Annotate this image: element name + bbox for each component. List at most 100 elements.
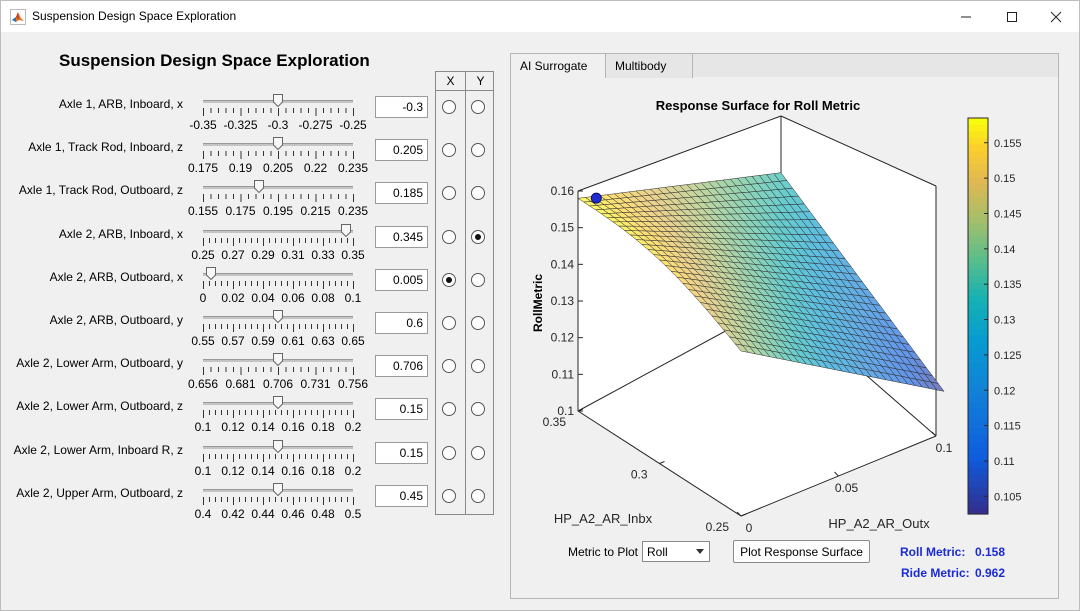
x-axis-radio[interactable]	[442, 272, 456, 287]
colorbar-segment	[968, 236, 988, 244]
parameter-value-field[interactable]: 0.005	[375, 268, 428, 291]
slider-tick-label: 0.175	[225, 204, 256, 219]
x-axis-radio[interactable]	[442, 186, 456, 201]
colorbar-tick-label: 0.145	[994, 208, 1022, 220]
colorbar-segment	[968, 408, 988, 416]
parameter-value-field[interactable]: 0.6	[375, 312, 428, 334]
plot-area: 0.1 0.11 0.12 0.13 0.14 0.15 0.16 RollMetric 0.2…	[511, 78, 1058, 598]
maximize-button[interactable]	[989, 1, 1035, 32]
slider-tick-labels: 0.25 0.27 0.29 0.31 0.33 0.35	[1, 248, 381, 262]
slider-track[interactable]	[203, 229, 353, 233]
y-axis-radio[interactable]	[471, 316, 485, 330]
tab-ai-surrogate[interactable]: AI Surrogate	[510, 53, 606, 78]
slider-track[interactable]	[203, 186, 353, 190]
slider-thumb[interactable]	[273, 137, 283, 151]
parameter-value-field[interactable]: 0.205	[375, 139, 428, 162]
slider-tick-labels: 0.175 0.19 0.205 0.22 0.235	[1, 161, 381, 175]
slider-thumb[interactable]	[340, 223, 351, 237]
colorbar-tick-label: 0.105	[994, 491, 1022, 503]
colorbar-segment	[968, 467, 988, 475]
x-axis-radio[interactable]	[442, 359, 456, 374]
plot-response-surface-button[interactable]: Plot Response Surface	[733, 540, 870, 563]
colorbar-segment	[968, 448, 988, 456]
parameter-label: Axle 1, Track Rod, Outboard, z	[18, 183, 183, 198]
x-axis-radio[interactable]	[442, 229, 456, 244]
parameter-value-field[interactable]: 0.15	[375, 398, 428, 421]
y-axis-radio[interactable]	[471, 229, 485, 244]
parameter-value-field[interactable]: 0.45	[375, 484, 428, 507]
y-axis-radio[interactable]	[471, 445, 485, 460]
x-axis-radio[interactable]	[442, 488, 456, 503]
y-axis-radio[interactable]	[471, 359, 485, 374]
colorbar-segment	[968, 375, 988, 383]
parameter-value-field[interactable]: 0.15	[375, 441, 428, 464]
z-tick-label: 0.14	[551, 257, 575, 271]
slider-tick-label: 0.205	[262, 161, 294, 176]
x-column-header: X	[446, 74, 455, 88]
y-axis-radio[interactable]	[471, 402, 485, 417]
y-axis-radio[interactable]	[471, 272, 485, 287]
slider-thumb[interactable]	[273, 439, 283, 453]
y-axis-radio[interactable]	[471, 186, 485, 201]
slider-track[interactable]	[203, 272, 353, 276]
slider-thumb[interactable]	[273, 396, 283, 410]
parameter-value-field[interactable]: 0.185	[375, 182, 428, 205]
parameter-label: Axle 2, Lower Arm, Outboard, y	[16, 356, 183, 371]
y-column-header: Y	[476, 74, 485, 88]
title-bar[interactable]: Suspension Design Space Exploration	[1, 1, 1079, 32]
axis-box-line	[780, 115, 937, 187]
z-tick-label: 0.12	[551, 331, 575, 345]
slider-tick-label: 0.16	[281, 420, 305, 435]
colorbar-segment	[968, 355, 988, 363]
tab-multibody[interactable]: Multibody	[606, 53, 693, 78]
response-surface-chart[interactable]: 0.1 0.11 0.12 0.13 0.14 0.15 0.16 RollMetric 0.2…	[511, 78, 1058, 538]
slider-tick-label: 0.731	[300, 377, 331, 392]
parameter-row: Axle 1, Track Rod, Inboard, z 0.175 0.19 0.…	[1, 130, 501, 175]
surface-patch	[930, 381, 945, 392]
roll-metric-label: Roll Metric:	[900, 545, 966, 559]
colorbar-segment	[968, 388, 988, 396]
slider-tick-labels: 0.155 0.175 0.195 0.215 0.235	[1, 204, 381, 218]
slider-tick-label: 0.12	[221, 463, 245, 478]
parameter-row: Axle 2, Lower Arm, Inboard R, z 0.1 0.12 0.…	[1, 433, 501, 478]
parameter-value-field[interactable]: -0.3	[375, 96, 428, 118]
slider-ticks	[203, 108, 354, 116]
parameter-value-field[interactable]: 0.706	[375, 355, 428, 378]
slider-thumb[interactable]	[273, 310, 283, 323]
slider-tick-labels: 0.55 0.57 0.59 0.61 0.63 0.65	[1, 334, 381, 348]
colorbar-segment	[968, 335, 988, 343]
parameter-row: Axle 1, Track Rod, Outboard, z 0.155 0.175…	[1, 173, 501, 218]
z-axis-label: RollMetric	[531, 274, 545, 332]
slider-thumb[interactable]	[273, 353, 283, 367]
z-tick-label: 0.15	[551, 221, 575, 235]
slider-tick-label: 0.02	[221, 290, 245, 305]
slider-thumb[interactable]	[205, 266, 216, 280]
slider-tick-label: 0.195	[262, 204, 294, 219]
z-tick-label: 0.13	[551, 294, 575, 308]
slider-tick-label: 0.1	[194, 463, 212, 478]
slider-thumb[interactable]	[273, 482, 283, 496]
slider-tick-label: -0.3	[267, 118, 289, 132]
x-axis-radio[interactable]	[442, 316, 456, 330]
x-tick-label: 0.3	[631, 468, 648, 482]
slider-tick-label: 0.235	[337, 161, 369, 176]
parameter-row: Axle 2, Lower Arm, Outboard, z 0.1 0.12 0.1…	[1, 389, 501, 435]
metric-select[interactable]: Roll	[642, 541, 710, 562]
minimize-button[interactable]	[943, 1, 989, 32]
slider-thumb[interactable]	[254, 180, 265, 194]
colorbar-tick-label: 0.125	[994, 350, 1022, 362]
colorbar-segment	[968, 329, 988, 337]
x-axis-radio[interactable]	[442, 100, 456, 114]
y-axis-radio[interactable]	[471, 488, 485, 503]
slider-thumb[interactable]	[273, 94, 283, 107]
x-axis-radio[interactable]	[442, 445, 456, 460]
parameter-value-field[interactable]: 0.345	[375, 225, 428, 248]
y-axis-radio[interactable]	[471, 143, 485, 158]
x-axis-radio[interactable]	[442, 402, 456, 417]
slider-ticks	[203, 453, 354, 462]
colorbar-segment	[968, 421, 988, 429]
y-axis-radio[interactable]	[471, 100, 485, 114]
slider-tick-label: 0	[199, 290, 207, 305]
close-button[interactable]	[1033, 1, 1079, 32]
x-axis-radio[interactable]	[442, 143, 456, 158]
